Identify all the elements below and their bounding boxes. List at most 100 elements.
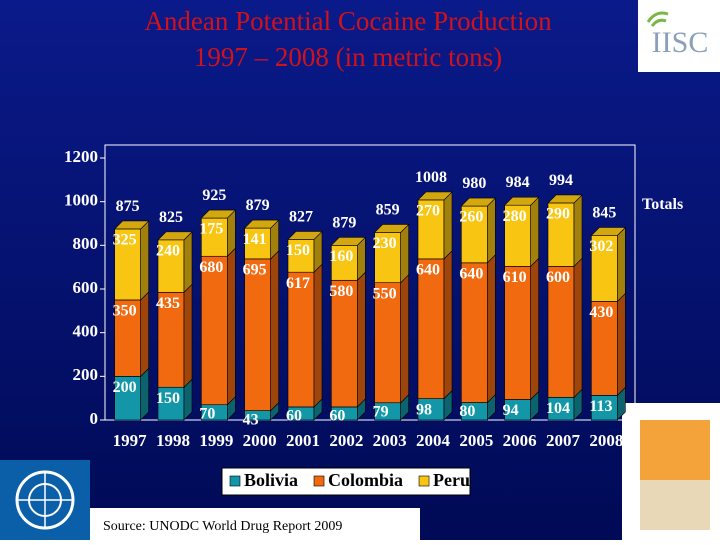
bar-front [547,202,575,267]
y-tick-label: 200 [73,365,99,384]
bar-side [227,247,236,406]
bar-segment [157,231,193,293]
total-label: 845 [592,205,616,222]
bar-side [530,257,539,401]
total-label: 875 [116,198,140,215]
bar-front [374,282,401,404]
bar-side [617,226,626,303]
value-label: 94 [503,402,519,419]
value-label: 141 [243,231,267,248]
bar-front [244,227,271,260]
x-tick-label: 2002 [329,431,363,450]
un-emblem [0,460,90,540]
value-label: 230 [373,235,397,252]
source-box [90,508,420,540]
value-label: 302 [589,238,613,255]
x-tick-label: 2001 [286,431,320,450]
bar-side [270,250,279,412]
bar-segment [373,273,410,404]
bar-top [590,227,627,236]
bar-top [417,191,453,201]
bar-front [331,279,358,408]
x-tick-label: 2006 [503,431,537,450]
total-label: 879 [246,197,270,214]
legend: Bolivia Colombia Peru [221,467,471,496]
x-tick-label: 2003 [373,431,407,450]
bar-side [617,292,626,397]
value-label: 325 [113,232,137,249]
bar-side [573,257,583,399]
value-label: 60 [329,408,345,425]
total-label: 984 [506,174,530,191]
x-tick-label: 1997 [113,431,148,450]
bar-front [547,265,575,398]
legend-swatch [418,475,430,487]
bar-front [331,245,358,281]
legend-swatch [229,475,241,487]
bar-side [530,196,539,268]
value-label: 60 [286,408,302,425]
report-cover [622,403,720,540]
bar-side [140,367,149,421]
bar-top [460,197,497,207]
bar-side [140,220,149,301]
source-note: Source: UNODC World Drug Report 2009 [103,519,342,534]
value-label: 70 [199,405,215,422]
value-label: 610 [503,269,527,286]
value-label: 350 [113,303,137,320]
bar-segment [417,250,453,400]
logo-text: IISC [652,26,709,59]
totals-legend: Totals [642,196,683,213]
value-label: 113 [589,398,612,415]
bar-side [443,250,453,400]
bar-front [201,255,228,406]
legend-label: Colombia [328,470,403,490]
bar-top [287,231,323,240]
value-label: 640 [416,262,440,279]
value-label: 260 [459,209,483,226]
x-tick-label: 2004 [416,431,451,450]
value-label: 43 [243,411,259,428]
bar-segment [373,223,410,284]
value-label: 290 [546,206,570,223]
value-label: 695 [243,262,267,279]
bar-side [487,197,496,264]
bar-top [157,231,193,241]
bar-segment [330,236,367,281]
y-tick-label: 600 [73,278,99,297]
value-label: 640 [459,265,483,282]
value-label: 600 [546,269,570,286]
bar-front [374,232,401,283]
x-tick-label: 2005 [459,431,493,450]
value-label: 435 [156,295,180,312]
bar-top [503,196,540,206]
value-label: 430 [589,304,613,321]
bar-side [487,254,496,404]
bar-top [113,220,150,230]
bar-side [183,231,193,293]
x-tick-label: 1999 [199,431,233,450]
value-label: 160 [329,248,353,265]
bar-top [373,224,410,233]
total-label: 994 [549,172,573,189]
bar-top [200,209,237,219]
bar-segment [287,263,323,408]
plot-area [104,144,636,421]
value-label: 104 [546,400,570,417]
bar-side [400,273,409,404]
x-tick-label: 2000 [243,431,277,450]
chart-title: Andean Potential Cocaine Production [144,6,552,36]
bar-front [461,262,488,403]
bar-segment [200,209,237,257]
bar-segment [243,219,280,260]
total-label: 925 [202,187,226,204]
bar-side [140,291,149,378]
bar-front [591,395,618,421]
bar-front [417,258,445,399]
bar-segment [417,191,453,260]
value-label: 98 [416,401,432,418]
iisc-logo: IISC [638,0,720,72]
bar-side [443,191,453,260]
y-tick-label: 800 [73,234,99,253]
